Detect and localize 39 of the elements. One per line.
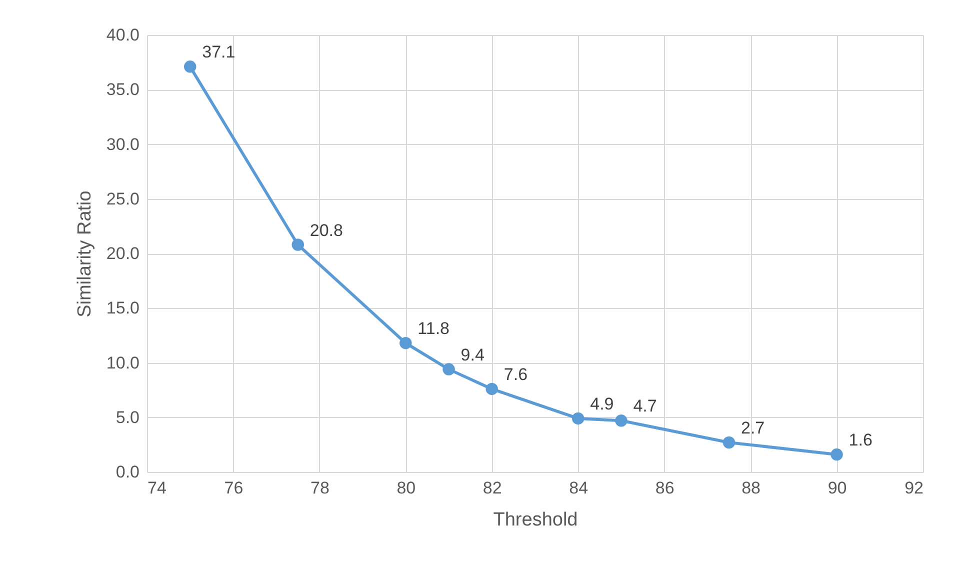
x-tick-label: 78 xyxy=(310,478,330,498)
point xyxy=(830,448,843,461)
point xyxy=(292,238,304,251)
y-tick-label: 40.0 xyxy=(106,26,140,44)
data-label: 2.7 xyxy=(741,418,765,438)
data-label: 4.9 xyxy=(590,394,614,414)
y-tick-label: 15.0 xyxy=(106,298,140,318)
x-tick-label: 86 xyxy=(655,478,674,498)
data-label: 7.6 xyxy=(504,364,528,384)
data-label: 9.4 xyxy=(460,345,484,364)
x-tick-label: 82 xyxy=(482,478,502,498)
y-tick-label: 5.0 xyxy=(116,408,140,427)
data-label: 11.8 xyxy=(418,319,450,338)
data-label: 20.8 xyxy=(310,220,343,240)
y-tick-label: 20.0 xyxy=(106,244,140,263)
x-tick-label: 90 xyxy=(828,478,847,498)
point xyxy=(486,382,498,396)
y-tick-label: 35.0 xyxy=(106,80,140,100)
x-tick-label: 88 xyxy=(742,478,761,498)
x-axis-title: Threshold xyxy=(493,510,578,530)
point xyxy=(615,414,628,427)
x-tick-label: 84 xyxy=(569,478,588,498)
y-tick-label: 10.0 xyxy=(106,353,140,372)
y-tick-label: 0.0 xyxy=(116,462,140,482)
y-tick-label: 25.0 xyxy=(106,189,140,208)
point xyxy=(184,60,196,73)
point xyxy=(442,363,455,376)
point xyxy=(572,412,584,425)
point xyxy=(400,336,412,350)
data-label: 1.6 xyxy=(848,430,872,450)
data-label: 37.1 xyxy=(202,42,236,62)
x-tick-label: 76 xyxy=(224,478,244,498)
y-tick-label: 30.0 xyxy=(106,134,140,154)
x-tick-label: 92 xyxy=(904,478,924,498)
data-label: 4.7 xyxy=(633,396,657,416)
point xyxy=(722,436,736,449)
y-axis-title: Similarity Ratio xyxy=(74,190,96,318)
x-tick-label: 74 xyxy=(148,478,166,498)
x-tick-label: 80 xyxy=(396,478,416,498)
